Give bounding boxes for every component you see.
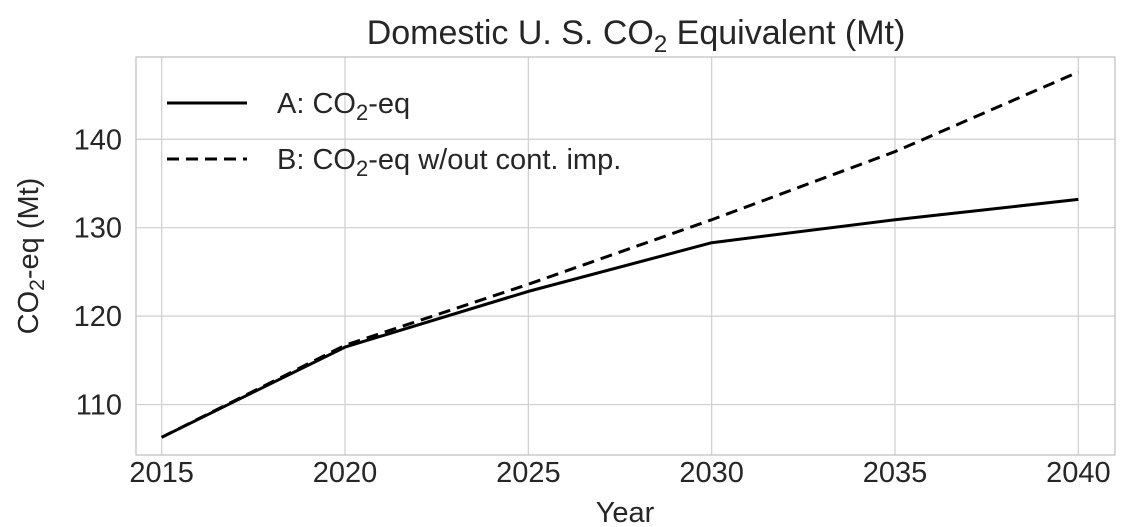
y-tick-labels: 110 120 130 140 (74, 124, 122, 421)
legend-b-part-1: B: CO (277, 144, 356, 176)
legend-label-b: B: CO2-eq w/out cont. imp. (277, 144, 621, 181)
x-tick-labels: 2015 2020 2025 2030 2035 2040 (129, 457, 1110, 489)
legend-a-part-1: A: CO (277, 88, 356, 120)
legend-a-part-2: -eq (368, 88, 410, 120)
chart-title: Domestic U. S. CO2 Equivalent (Mt) (367, 14, 906, 58)
series-line-b (160, 70, 1079, 439)
x-tick-label-2035: 2035 (863, 457, 928, 489)
y-tick-label-140: 140 (74, 124, 122, 156)
series-line-a (161, 197, 1079, 439)
series-lines (160, 70, 1079, 439)
grid (136, 57, 1115, 455)
x-tick-label-2040: 2040 (1046, 457, 1111, 489)
x-axis-label: Year (596, 497, 655, 527)
legend-b-part-2: -eq w/out cont. imp. (368, 144, 621, 176)
ylabel-part-1: CO (13, 291, 45, 335)
legend-label-a: A: CO2-eq (277, 88, 410, 125)
y-tick-label-130: 130 (74, 213, 122, 245)
x-tick-label-2025: 2025 (496, 457, 561, 489)
plot-frame (135, 56, 1116, 456)
legend: A: CO2-eq B: CO2-eq w/out cont. imp. (167, 88, 621, 181)
x-tick-label-2015: 2015 (129, 457, 194, 489)
x-tick-label-2020: 2020 (313, 457, 378, 489)
title-part-2: Equivalent (Mt) (667, 14, 905, 52)
legend-a-subscript: 2 (356, 100, 368, 125)
ylabel-part-2: -eq (Mt) (13, 178, 45, 280)
y-axis-label: CO2-eq (Mt) (13, 178, 49, 335)
title-subscript: 2 (654, 31, 667, 58)
y-tick-label-110: 110 (76, 390, 122, 422)
ylabel-subscript: 2 (26, 279, 49, 291)
y-tick-label-120: 120 (74, 301, 122, 333)
legend-b-subscript: 2 (356, 156, 368, 181)
title-part-1: Domestic U. S. CO (367, 14, 654, 52)
x-tick-label-2030: 2030 (679, 457, 744, 489)
